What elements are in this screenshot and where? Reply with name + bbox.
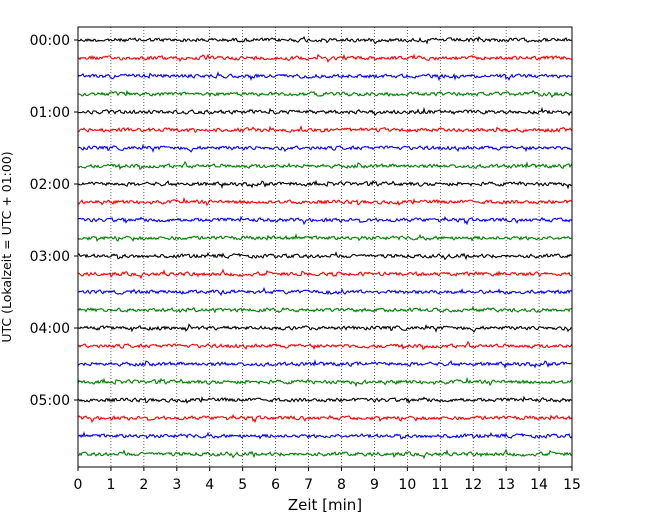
- x-tick-label-7: 7: [304, 477, 313, 493]
- y-tick-label-05:00: 05:00: [30, 393, 70, 409]
- x-tick-label-10: 10: [398, 477, 416, 493]
- trace-22: [77, 430, 573, 440]
- x-tick-label-3: 3: [172, 477, 181, 493]
- trace-5: [77, 125, 573, 133]
- trace-1: [77, 53, 573, 63]
- plot-background: [78, 27, 572, 467]
- trace-0: [77, 35, 573, 45]
- y-tick-label-03:00: 03:00: [30, 249, 70, 265]
- x-tick-label-15: 15: [563, 477, 581, 493]
- trace-18: [77, 358, 573, 370]
- trace-13: [77, 268, 573, 280]
- x-tick-label-13: 13: [497, 477, 515, 493]
- x-tick-label-0: 0: [74, 477, 83, 493]
- trace-21: [77, 413, 573, 424]
- trace-3: [77, 89, 573, 98]
- trace-23: [77, 448, 573, 460]
- trace-15: [77, 305, 573, 314]
- trace-20: [77, 395, 573, 404]
- x-tick-label-14: 14: [530, 477, 548, 493]
- y-tick-label-01:00: 01:00: [30, 105, 70, 121]
- x-tick-label-5: 5: [238, 477, 247, 493]
- y-axis-ticks: 00:00 01:00 02:00 03:00 04:00 05:00: [30, 33, 78, 409]
- seismogram-traces: [77, 35, 573, 460]
- trace-12: [77, 251, 573, 261]
- y-tick-label-04:00: 04:00: [30, 321, 70, 337]
- y-axis-label: UTC (Lokalzeit = UTC + 01:00): [0, 151, 14, 342]
- trace-8: [77, 179, 573, 190]
- trace-14: [77, 287, 573, 297]
- x-axis-ticks: 0 1 2 3 4 5 6 7 8 9 10 11 12 13 14 15: [74, 467, 581, 493]
- plot-frame: [77, 26, 573, 468]
- y-tick-label-02:00: 02:00: [30, 177, 70, 193]
- trace-4: [77, 106, 573, 117]
- trace-9: [77, 196, 573, 207]
- y-tick-label-00:00: 00:00: [30, 33, 70, 49]
- x-tick-label-8: 8: [337, 477, 346, 493]
- x-axis-label: Zeit [min]: [288, 496, 362, 514]
- trace-16: [77, 323, 573, 333]
- x-tick-label-1: 1: [106, 477, 115, 493]
- x-tick-label-2: 2: [139, 477, 148, 493]
- x-tick-label-12: 12: [464, 477, 482, 493]
- trace-11: [77, 232, 573, 242]
- x-tick-label-4: 4: [205, 477, 214, 493]
- x-tick-label-11: 11: [431, 477, 449, 493]
- trace-7: [77, 160, 573, 171]
- trace-10: [77, 215, 573, 226]
- trace-19: [77, 376, 573, 388]
- x-tick-label-6: 6: [271, 477, 280, 493]
- trace-6: [77, 143, 573, 153]
- trace-17: [77, 340, 573, 351]
- grid-lines: [110, 27, 540, 467]
- x-tick-label-9: 9: [370, 477, 379, 493]
- trace-2: [77, 71, 573, 82]
